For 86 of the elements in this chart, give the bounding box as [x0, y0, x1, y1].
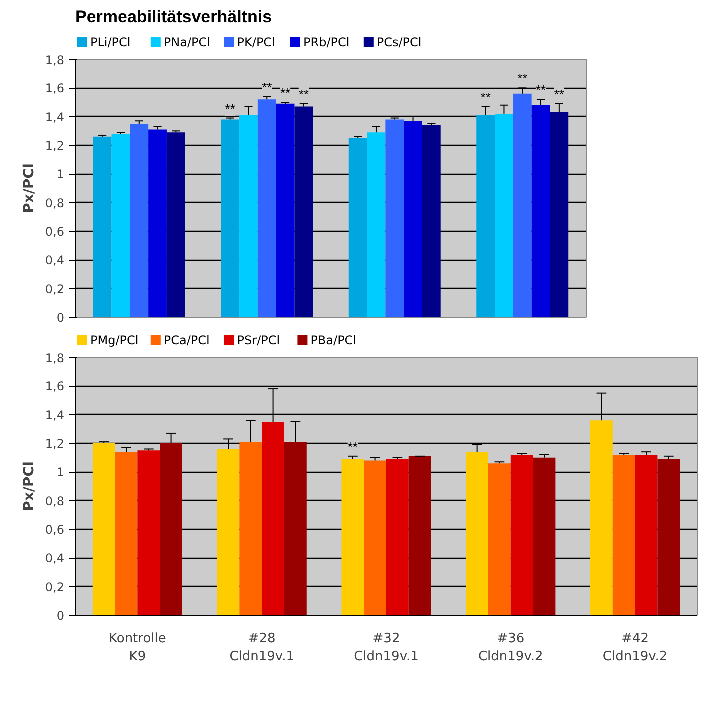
y-tick-label: 1,2	[45, 437, 65, 451]
bar	[635, 454, 658, 616]
y-tick-label: 0,2	[45, 580, 65, 594]
x-tick-label: #28 Cldn19v.1	[230, 632, 295, 664]
bar	[533, 458, 556, 616]
bar	[262, 422, 284, 616]
data-label: **	[280, 86, 291, 100]
bar	[495, 114, 514, 318]
legend-label: PCa/PCl	[164, 334, 210, 348]
data-label: **	[225, 101, 236, 116]
bar	[658, 459, 680, 616]
legend-label: PNa/PCl	[164, 36, 210, 50]
legend-label: PMg/PCl	[90, 334, 139, 348]
chart-title: Permeabilitätsverhältnis	[76, 8, 272, 26]
legend-label: PRb/PCl	[304, 36, 350, 50]
y-tick-label: 0,8	[45, 196, 65, 210]
y-tick-label: 1,4	[45, 110, 65, 124]
bar	[342, 459, 364, 616]
bar	[148, 130, 167, 318]
y-tick-label: 0,4	[45, 552, 65, 566]
bar	[590, 420, 613, 616]
legend-label: PSr/PCl	[237, 334, 280, 348]
bar	[115, 452, 138, 616]
y-tick-label: 1,2	[45, 139, 65, 153]
bar	[532, 105, 550, 318]
bar	[221, 120, 240, 318]
y-tick-label: 1,6	[45, 82, 65, 96]
y-tick-label: 0,2	[45, 282, 65, 296]
y-axis-title: Px/PCl	[21, 164, 38, 214]
bar	[284, 442, 307, 616]
bar	[513, 94, 532, 318]
y-tick-label: 0,6	[45, 523, 65, 537]
bar	[130, 124, 149, 318]
legend-label: PCs/PCl	[376, 36, 422, 50]
data-label: **	[518, 71, 528, 86]
bar	[276, 104, 295, 318]
bar	[550, 112, 569, 318]
bar	[476, 115, 496, 318]
bar	[466, 452, 489, 616]
data-label: **	[348, 439, 358, 454]
bar	[166, 132, 186, 318]
y-tick-label: 0,4	[45, 254, 65, 268]
y-tick-label: 1,4	[45, 408, 65, 422]
data-label: **	[480, 90, 491, 105]
data-label: **	[554, 86, 564, 102]
bar	[138, 450, 160, 616]
bar	[422, 125, 441, 318]
bar	[258, 100, 276, 318]
data-label: **	[262, 80, 272, 95]
y-tick-label: 0	[56, 311, 65, 325]
bar	[112, 134, 130, 318]
x-tick-label: #32 Cldn19v.1	[354, 632, 419, 664]
bar	[364, 460, 386, 616]
bar	[408, 456, 432, 616]
bar	[386, 120, 404, 318]
bar	[348, 138, 368, 318]
bar	[294, 106, 314, 318]
y-tick-label: 1	[56, 168, 65, 182]
x-tick-label: Kontrolle K9	[109, 632, 166, 664]
y-tick-label: 1	[56, 466, 65, 480]
y-tick-label: 1,8	[45, 54, 65, 68]
x-tick-label: #36 Cldn19v.2	[478, 632, 544, 664]
bar	[404, 121, 422, 318]
y-axis-title: Px/PCl	[21, 462, 38, 512]
bar	[217, 449, 240, 616]
legend-label: PBa/PCl	[310, 334, 357, 348]
y-tick-label: 0,8	[45, 494, 65, 508]
bar	[510, 454, 534, 616]
bar	[93, 136, 112, 318]
x-tick-label: #42 Cldn19v.2	[602, 632, 668, 664]
bar	[386, 459, 409, 616]
y-tick-label: 1,8	[45, 352, 65, 366]
bar	[367, 132, 386, 318]
bar	[92, 444, 116, 616]
data-label: **	[536, 82, 546, 98]
bar	[488, 464, 511, 616]
bar	[160, 444, 182, 616]
bar	[240, 115, 258, 318]
bar	[612, 454, 636, 616]
y-tick-label: 0	[56, 609, 65, 623]
bar	[240, 442, 262, 616]
y-tick-label: 1,6	[45, 380, 65, 394]
y-tick-label: 0,6	[45, 225, 65, 239]
data-label: **	[298, 86, 309, 102]
legend-label: PLi/PCl	[90, 36, 131, 50]
legend-label: PK/PCl	[237, 36, 276, 50]
